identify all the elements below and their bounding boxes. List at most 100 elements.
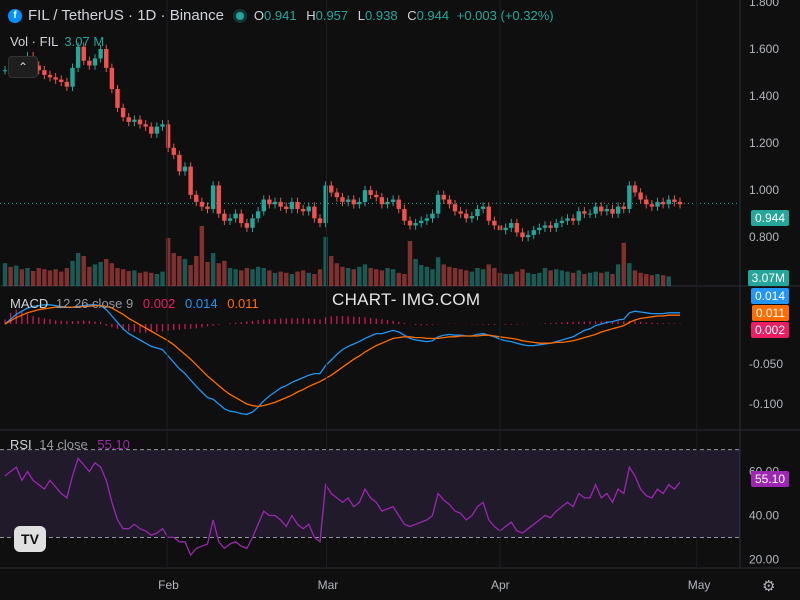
volume-bar [329,256,334,286]
volume-bar [340,266,345,286]
candle-body [239,213,244,224]
candle-body [205,206,210,209]
change-value: +0.003 (+0.32%) [456,8,554,23]
candle-body [227,218,233,221]
volume-bar [542,268,548,286]
candle-body [385,201,390,205]
candle-body [419,220,424,224]
candle-body [272,201,278,205]
volume-bar [593,271,598,286]
volume-bar [306,272,311,286]
volume-bar [362,264,368,286]
volume-bar [244,268,250,286]
candle-body [345,199,351,202]
volume-bar [576,270,581,286]
rsi-tick-label: 20.00 [749,552,779,566]
collapse-legend-button[interactable]: ⌃ [8,56,38,78]
candle-body [520,232,525,238]
volume-bar [582,274,587,286]
candle-body [542,225,548,228]
candle-body [216,185,221,214]
volume-bar [638,272,643,286]
volume-bar [250,269,255,286]
rsi-tick-label: 40.00 [749,508,779,522]
rsi-line [4,457,681,557]
time-tick-label: May [688,578,711,592]
macd-tick-label: -0.100 [749,397,783,411]
volume-bar [261,268,266,286]
candle-body [137,119,143,125]
candle-body [317,218,323,224]
candle-body [53,77,58,80]
candle-body [87,60,92,66]
volume-bar [53,269,58,286]
candle-body [599,206,604,212]
candle-body [59,79,64,82]
volume-bar [503,274,508,286]
volume-label: Vol · FIL [10,34,59,49]
price-tick-label: 1.200 [749,136,779,150]
tradingview-logo[interactable]: TV [14,526,46,552]
volume-bar [149,272,154,286]
rsi-band-background [0,449,740,538]
last-price-tag: 0.944 [750,210,789,226]
volume-bar [98,262,103,286]
candle-body [2,70,8,72]
volume-bar [188,265,193,286]
candle-body [295,201,300,209]
symbol-title[interactable]: FIL / TetherUS · 1D · Binance [28,7,224,24]
volume-bar [565,271,570,286]
candle-body [480,206,486,209]
volume-bar [272,272,278,286]
candle-body [379,197,385,205]
macd-label: MACD [10,296,49,311]
signal-line [4,304,680,408]
volume-bar [210,253,216,286]
macd-tag: 0.014 [750,288,789,304]
candle-body [70,67,75,87]
volume-bar [132,270,137,286]
candle-body [514,223,520,233]
candle-body [413,223,418,226]
volume-bar [357,266,362,286]
volume-bar [19,269,25,286]
candle-body [329,185,334,193]
time-tick-label: Feb [158,578,179,592]
volume-bar [171,253,176,286]
volume-bar [255,266,261,286]
candle-body [261,199,266,212]
ohlc-values: O0.941 H0.957 L0.938 C0.944 +0.003 (+0.3… [253,8,554,23]
volume-bar [109,263,115,286]
price-tick-label: 1.000 [749,183,779,197]
volume-bar [36,268,41,286]
candle-body [289,201,295,209]
macd-legend: MACD 12 26 close 9 0.002 0.014 0.011 [10,296,259,311]
volume-bar [239,270,244,286]
volume-bar [435,257,441,286]
market-status-icon [235,11,244,20]
candle-body [233,213,238,219]
volume-tag: 3.07M [747,270,789,286]
candle-body [525,234,531,238]
volume-bar [351,269,356,286]
volume-bar [531,274,536,286]
candle-body [430,213,435,219]
candle-body [109,67,115,90]
candle-body [75,46,81,68]
volume-bar [182,259,188,286]
candle-body [154,126,160,134]
volume-bar [407,241,413,286]
signal-tag: 0.011 [751,305,789,321]
settings-gear-icon[interactable]: ⚙ [762,578,776,595]
candle-body [132,119,137,122]
price-tick-label: 1.400 [749,89,779,103]
high-value: 0.957 [315,8,349,23]
candle-body [458,211,463,214]
candle-body [570,218,576,221]
candle-body [334,192,340,198]
candle-body [390,199,396,202]
candle-body [368,190,373,195]
rsi-legend: RSI 14 close 55.10 [10,437,130,452]
candle-body [340,197,345,202]
